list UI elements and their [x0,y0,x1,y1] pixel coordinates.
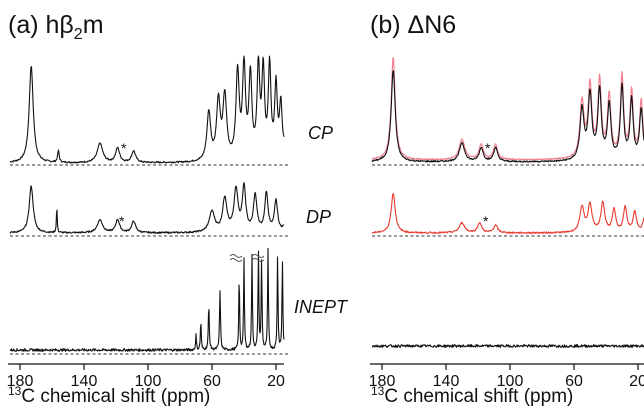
trace-b-dp [371,193,644,234]
row-label-dp: DP [306,207,331,227]
trace-b-inept [371,344,644,348]
x-tick-label: 140 [71,373,98,390]
break-mark-2 [251,254,265,262]
x-tick-label: 140 [433,373,460,390]
asterisk-a-dp: * [119,213,125,229]
trace-b-cp-overlay [371,57,644,161]
row-label-inept: INEPT [294,297,349,317]
x-tick-label: 60 [565,373,583,390]
x-tick-label: 180 [7,373,34,390]
row-label-cp: CP [308,123,333,143]
panel-a-title: (a) hβ2m [8,11,104,43]
x-tick-label: 180 [369,373,396,390]
x-tick-label: 100 [135,373,162,390]
x-ticks-a: 180 140 100 60 20 [7,364,285,390]
trace-a-dp [9,182,285,234]
x-ticks-b: 180 140 100 60 20 [369,364,644,390]
x-axis-title-b: 13C chemical shift (ppm) [371,384,573,407]
trace-a-cp [9,55,285,164]
trace-a-inept [9,247,285,352]
panel-b-title: (b) ΔN6 [370,11,456,39]
x-axis-title-a: 13C chemical shift (ppm) [8,384,210,407]
asterisk-a-cp: * [121,140,127,156]
x-tick-label: 20 [267,373,285,390]
x-tick-label: 60 [203,373,221,390]
asterisk-b-cp: * [485,140,491,156]
break-mark-1 [229,254,243,262]
trace-b-cp [371,70,644,163]
x-tick-label: 100 [497,373,524,390]
asterisk-b-dp: * [483,213,489,229]
x-tick-label: 20 [629,373,644,390]
